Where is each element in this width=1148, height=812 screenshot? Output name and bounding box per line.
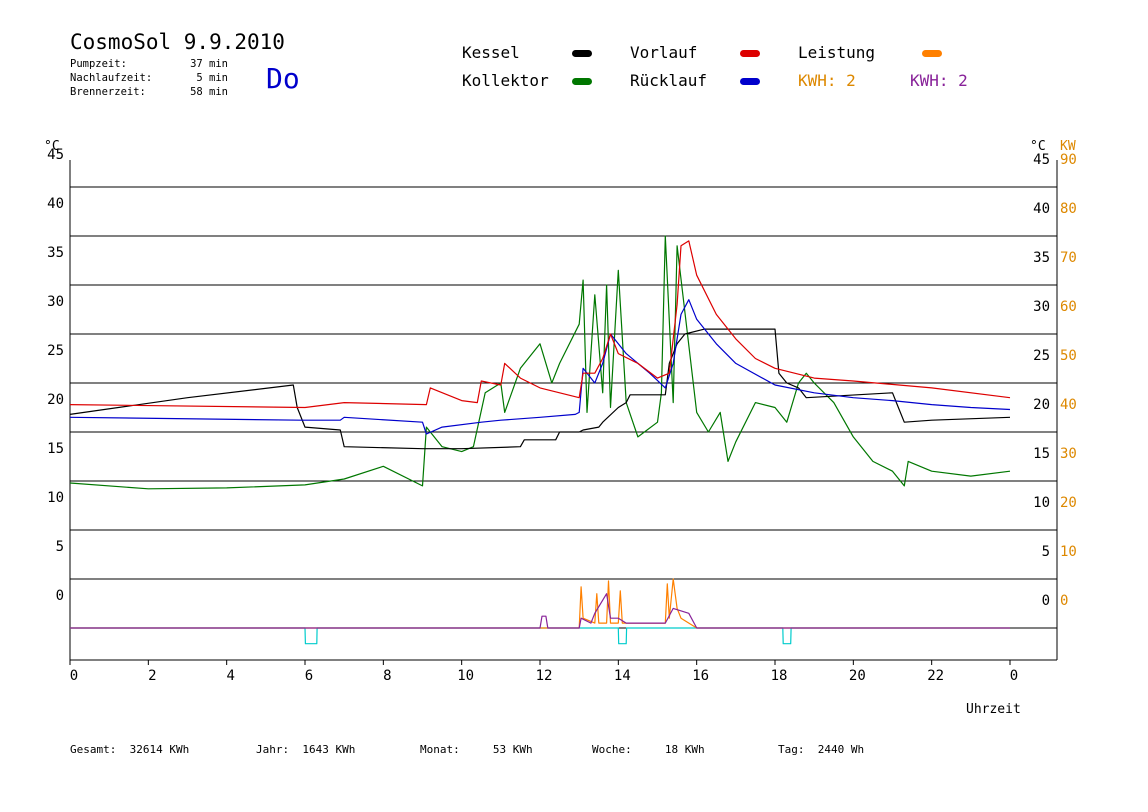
- y-tick-label-right: 0: [1042, 593, 1050, 609]
- y-tick-label-right: 20: [1033, 397, 1050, 413]
- y-tick-label-right: 15: [1033, 446, 1050, 462]
- right-axis-unit: °C: [1030, 139, 1046, 154]
- y-tick-label: 25: [47, 343, 64, 359]
- series-line-kessel: [69, 328, 1011, 450]
- legend-swatch-kessel: [572, 50, 592, 57]
- footer-label: Woche:: [592, 743, 632, 756]
- y-tick-label: 40: [47, 196, 64, 212]
- series-line-pumpe: [70, 627, 1010, 645]
- footer-tag: Tag: 2440 Wh: [778, 743, 864, 756]
- y-tick-label: 20: [47, 392, 64, 408]
- series-line-r-cklauf: [69, 299, 1011, 435]
- x-tick-label: 12: [536, 668, 553, 684]
- y2-tick-label: 90: [1060, 152, 1077, 168]
- y-tick-label-right: 35: [1033, 250, 1050, 266]
- footer-jahr: Jahr: 1643 KWh: [256, 743, 355, 756]
- series-line-kwh-2: [70, 593, 1010, 629]
- legend-vorlauf: Vorlauf: [630, 43, 698, 62]
- footer-label: Jahr:: [256, 743, 290, 756]
- legend-kwh-1: KWH: 2: [798, 71, 856, 90]
- x-tick-label: 4: [226, 668, 234, 684]
- x-tick-label: 22: [927, 668, 944, 684]
- footer-label: Tag:: [778, 743, 805, 756]
- footer-value: 53 KWh: [492, 743, 533, 756]
- footer-woche: Woche: 18 KWh: [592, 743, 705, 756]
- y-tick-label: 35: [47, 245, 64, 261]
- info-value: 5 min: [196, 72, 228, 84]
- x-tick-label: 0: [70, 668, 78, 684]
- y2-tick-label: 50: [1060, 348, 1077, 364]
- info-row-nachlaufzeit: Nachlaufzeit: 5 min: [70, 72, 228, 84]
- y-tick-label: 5: [56, 539, 64, 555]
- info-value: 37 min: [190, 58, 228, 70]
- y-tick-label: 0: [56, 588, 64, 604]
- y2-tick-label: 70: [1060, 250, 1077, 266]
- footer-value: 18 KWh: [664, 743, 705, 756]
- y2-tick-label: 60: [1060, 299, 1077, 315]
- info-label: Pumpzeit:: [70, 58, 127, 70]
- y-tick-label: 30: [47, 294, 64, 310]
- x-tick-label: 8: [383, 668, 391, 684]
- x-tick-label: 20: [849, 668, 866, 684]
- weekday-label: Do: [266, 62, 300, 95]
- y2-tick-label: 10: [1060, 544, 1077, 560]
- footer-label: Gesamt:: [70, 743, 117, 756]
- legend-kollektor: Kollektor: [462, 71, 549, 90]
- legend-leistung: Leistung: [798, 43, 876, 62]
- y2-tick-label: 80: [1060, 201, 1077, 217]
- legend-ruecklauf: Rücklauf: [630, 71, 708, 90]
- legend-kwh-2: KWH: 2: [910, 71, 968, 90]
- right-axis-unit-kw: KW: [1060, 139, 1076, 154]
- series-line-kollektor: [69, 235, 1011, 490]
- info-row-brennerzeit: Brennerzeit: 58 min: [70, 86, 228, 98]
- chart-series: [69, 235, 1011, 645]
- y2-tick-label: 20: [1060, 495, 1077, 511]
- series-line-vorlauf: [69, 240, 1011, 409]
- footer-monat: Monat: 53 KWh: [420, 743, 533, 756]
- legend-swatch-leistung: [922, 50, 942, 57]
- x-tick-label: 6: [305, 668, 313, 684]
- y-tick-label: 15: [47, 441, 64, 457]
- y-tick-label-right: 10: [1033, 495, 1050, 511]
- y2-tick-label: 30: [1060, 446, 1077, 462]
- footer-value: 2440 Wh: [817, 743, 865, 756]
- info-row-pumpzeit: Pumpzeit: 37 min: [70, 58, 228, 70]
- legend-swatch-kollektor: [572, 78, 592, 85]
- x-axis-label: Uhrzeit: [966, 702, 1021, 717]
- info-label: Brennerzeit:: [70, 86, 146, 98]
- y-tick-label-right: 5: [1042, 544, 1050, 560]
- y-tick-label-right: 25: [1033, 348, 1050, 364]
- legend-swatch-vorlauf: [740, 50, 760, 57]
- left-axis-unit: °C: [44, 139, 60, 154]
- legend-swatch-ruecklauf: [740, 78, 760, 85]
- info-label: Nachlaufzeit:: [70, 72, 153, 84]
- x-tick-label: 14: [614, 668, 631, 684]
- footer-value: 1643 KWh: [302, 743, 356, 756]
- footer-label: Monat:: [420, 743, 460, 756]
- series-line-leistung: [70, 578, 1010, 629]
- y-tick-label: 45: [47, 147, 64, 163]
- y-tick-label: 10: [47, 490, 64, 506]
- x-tick-label: 2: [148, 668, 156, 684]
- x-tick-label: 16: [692, 668, 709, 684]
- x-tick-label: 18: [771, 668, 788, 684]
- page-title: CosmoSol 9.9.2010: [70, 30, 285, 54]
- legend-kessel: Kessel: [462, 43, 520, 62]
- info-value: 58 min: [190, 86, 228, 98]
- footer-gesamt: Gesamt: 32614 KWh: [70, 743, 189, 756]
- y-tick-label-right: 40: [1033, 201, 1050, 217]
- y2-tick-label: 40: [1060, 397, 1077, 413]
- x-tick-label: 0: [1010, 668, 1018, 684]
- y-tick-label-right: 45: [1033, 152, 1050, 168]
- x-tick-label: 10: [457, 668, 474, 684]
- footer-value: 32614 KWh: [129, 743, 190, 756]
- chart-grid: [69, 160, 1058, 661]
- y2-tick-label: 0: [1060, 593, 1068, 609]
- y-tick-label-right: 30: [1033, 299, 1050, 315]
